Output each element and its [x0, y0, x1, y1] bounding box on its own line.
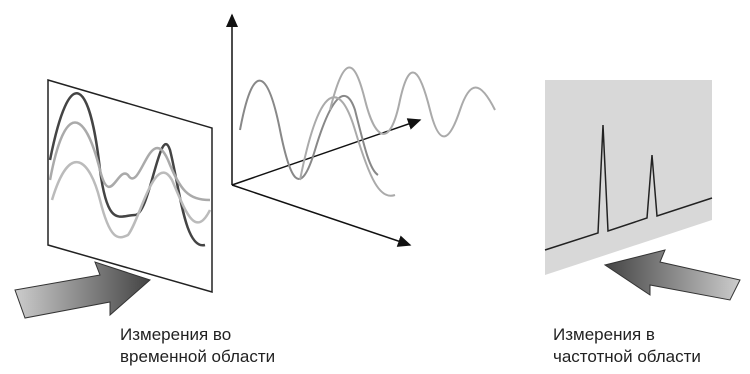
waves: [240, 68, 495, 196]
arrow: [15, 262, 150, 318]
diagram: Измерения во временной области Измерения…: [0, 0, 750, 374]
time-panel: [48, 80, 212, 292]
caption: Измерения в: [553, 325, 655, 344]
caption: частотной области: [553, 347, 701, 366]
caption: Измерения во: [120, 325, 231, 344]
caption: временной области: [120, 347, 275, 366]
arrow: [605, 250, 740, 300]
axes: [232, 15, 420, 245]
frequency-panel: [545, 80, 712, 275]
